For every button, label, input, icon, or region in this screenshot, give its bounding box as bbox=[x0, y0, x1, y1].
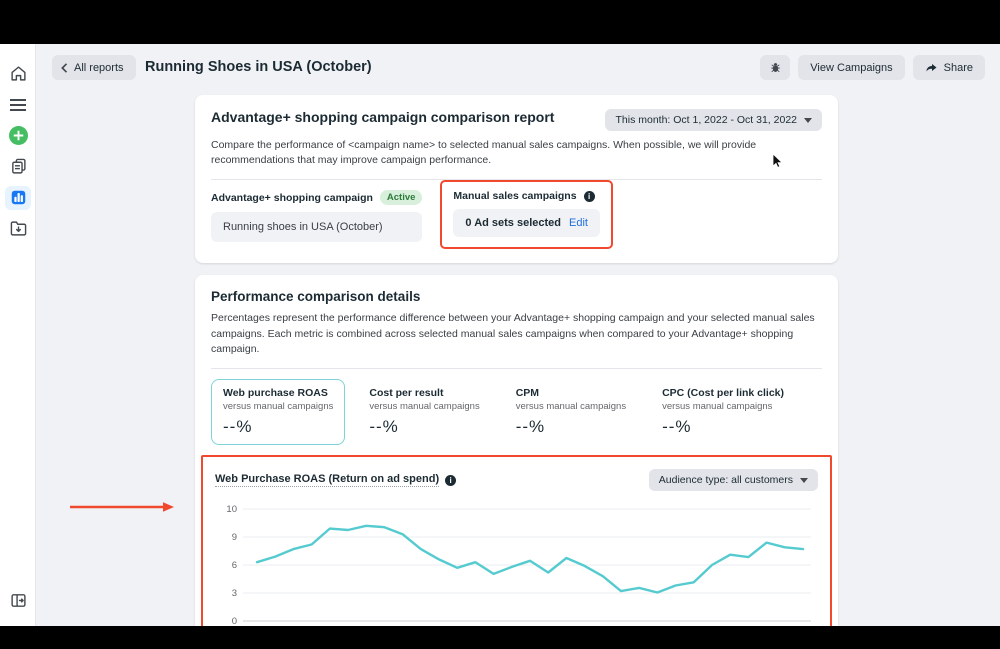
metric-tab-cost-per-result[interactable]: Cost per result versus manual campaigns … bbox=[357, 379, 491, 445]
share-arrow-icon bbox=[925, 62, 938, 74]
date-range-label: This month: Oct 1, 2022 - Oct 31, 2022 bbox=[615, 114, 797, 126]
roas-line-series bbox=[257, 526, 803, 593]
adsets-selected-box: 0 Ad sets selected Edit bbox=[453, 209, 600, 237]
performance-card-title: Performance comparison details bbox=[211, 289, 822, 304]
chart-title: Web Purchase ROAS (Return on ad spend) bbox=[215, 473, 439, 487]
advantage-campaign-value[interactable]: Running shoes in USA (October) bbox=[211, 212, 422, 242]
bug-icon bbox=[769, 61, 782, 74]
metric-tab-cpc[interactable]: CPC (Cost per link click) versus manual … bbox=[650, 379, 796, 445]
metric-title: CPM bbox=[516, 387, 626, 399]
chevron-left-icon bbox=[60, 63, 68, 73]
metric-subtitle: versus manual campaigns bbox=[516, 401, 626, 412]
collapse-sidebar-icon[interactable] bbox=[0, 585, 36, 616]
report-card-title: Advantage+ shopping campaign comparison … bbox=[211, 109, 554, 125]
metric-value: --% bbox=[369, 417, 479, 437]
metric-subtitle: versus manual campaigns bbox=[662, 401, 784, 412]
metric-subtitle: versus manual campaigns bbox=[369, 401, 479, 412]
topbar: All reports Running Shoes in USA (Octobe… bbox=[36, 44, 1000, 94]
performance-details-card: Performance comparison details Percentag… bbox=[195, 275, 838, 626]
roas-chart-highlight-panel: Web Purchase ROAS (Return on ad spend) i… bbox=[201, 455, 832, 626]
adsets-selected-value: 0 Ad sets selected bbox=[465, 217, 561, 229]
edit-adsets-link[interactable]: Edit bbox=[569, 217, 588, 229]
sidebar bbox=[0, 44, 36, 626]
manual-campaigns-label: Manual sales campaigns bbox=[453, 190, 576, 202]
share-label: Share bbox=[944, 62, 973, 74]
app-window: All reports Running Shoes in USA (Octobe… bbox=[0, 44, 1000, 626]
audience-type-label: Audience type: all customers bbox=[659, 474, 793, 486]
comparison-report-card: Advantage+ shopping campaign comparison … bbox=[195, 95, 838, 263]
metric-tab-web-purchase-roas[interactable]: Web purchase ROAS versus manual campaign… bbox=[211, 379, 345, 445]
home-icon[interactable] bbox=[0, 58, 36, 89]
campaigns-copy-icon[interactable] bbox=[0, 151, 36, 182]
chevron-down-icon bbox=[804, 118, 812, 123]
info-icon[interactable]: i bbox=[445, 475, 456, 486]
all-reports-back-button[interactable]: All reports bbox=[52, 55, 136, 80]
metric-tab-cpm[interactable]: CPM versus manual campaigns --% bbox=[504, 379, 638, 445]
date-range-dropdown[interactable]: This month: Oct 1, 2022 - Oct 31, 2022 bbox=[605, 109, 822, 131]
metric-title: CPC (Cost per link click) bbox=[662, 387, 784, 399]
advantage-campaign-label: Advantage+ shopping campaign bbox=[211, 192, 373, 204]
downloads-folder-icon[interactable] bbox=[0, 213, 36, 244]
performance-card-description: Percentages represent the performance di… bbox=[211, 311, 822, 357]
chevron-down-icon bbox=[800, 478, 808, 483]
create-plus-icon[interactable] bbox=[0, 120, 36, 151]
main-content: Advantage+ shopping campaign comparison … bbox=[195, 95, 838, 626]
reports-chart-icon[interactable] bbox=[0, 182, 36, 213]
advantage-campaign-selector: Advantage+ shopping campaign Active Runn… bbox=[211, 190, 422, 242]
info-icon[interactable]: i bbox=[584, 191, 595, 202]
divider bbox=[211, 368, 822, 369]
metric-value: --% bbox=[516, 417, 626, 437]
metric-tabs: Web purchase ROAS versus manual campaign… bbox=[211, 379, 822, 445]
metric-title: Cost per result bbox=[369, 387, 479, 399]
y-axis-label: 6 bbox=[232, 560, 237, 571]
manual-campaigns-highlight-box: Manual sales campaigns i 0 Ad sets selec… bbox=[440, 180, 613, 249]
y-axis-label: 9 bbox=[232, 532, 237, 543]
view-campaigns-button[interactable]: View Campaigns bbox=[798, 55, 904, 80]
metric-value: --% bbox=[662, 417, 784, 437]
roas-line-chart: 036910Oct 1Oct 5Oct 9Oct 13Oct 17Oct 21O… bbox=[215, 497, 819, 626]
y-axis-label: 10 bbox=[226, 504, 237, 515]
metric-title: Web purchase ROAS bbox=[223, 387, 333, 399]
metric-value: --% bbox=[223, 417, 333, 437]
view-campaigns-label: View Campaigns bbox=[810, 62, 892, 74]
report-card-description: Compare the performance of <campaign nam… bbox=[211, 138, 811, 168]
y-axis-label: 0 bbox=[232, 616, 237, 626]
active-nav-highlight bbox=[5, 186, 31, 210]
audience-type-dropdown[interactable]: Audience type: all customers bbox=[649, 469, 818, 491]
mouse-cursor bbox=[772, 153, 784, 169]
page-title: Running Shoes in USA (October) bbox=[145, 59, 372, 75]
y-axis-label: 3 bbox=[232, 588, 237, 599]
share-button[interactable]: Share bbox=[913, 55, 985, 80]
menu-icon[interactable] bbox=[0, 89, 36, 120]
back-button-label: All reports bbox=[74, 62, 124, 74]
bug-report-button[interactable] bbox=[760, 55, 790, 80]
active-status-badge: Active bbox=[380, 190, 423, 205]
annotation-arrow-icon bbox=[69, 501, 175, 513]
metric-subtitle: versus manual campaigns bbox=[223, 401, 333, 412]
